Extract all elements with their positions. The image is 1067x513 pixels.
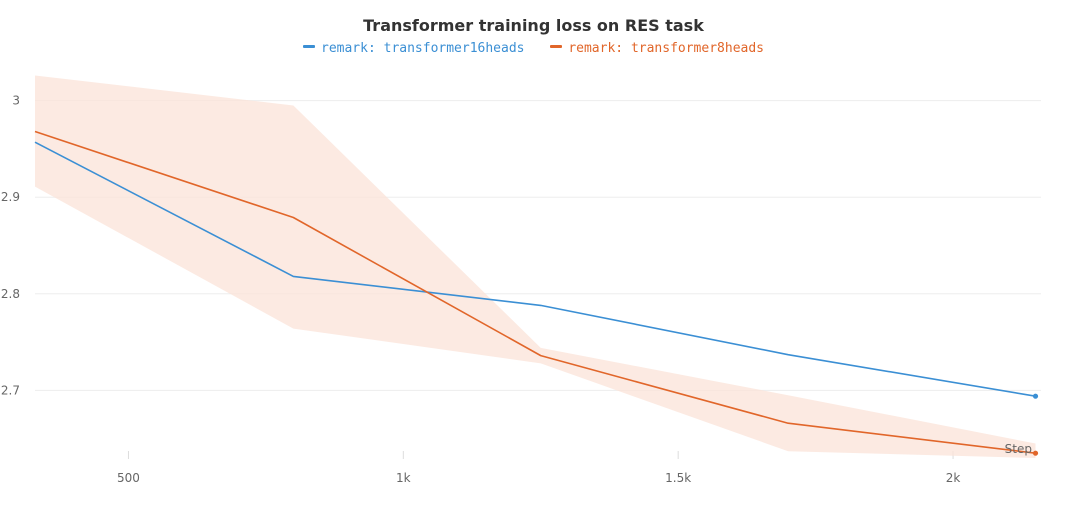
y-tick-label: 2.7: [1, 383, 20, 397]
series-line-transformer16heads: [34, 141, 1036, 397]
legend-item-transformer8heads[interactable]: remark: transformer8heads: [550, 41, 764, 56]
legend: remark: transformer16heads remark: trans…: [0, 41, 1067, 56]
legend-swatch-transformer8heads: [550, 45, 563, 48]
series-line-transformer8heads: [34, 130, 1036, 454]
x-tick-label: 500: [117, 471, 140, 485]
x-tick-label: 2k: [946, 471, 961, 485]
x-tick-label: 1.5k: [665, 471, 691, 485]
legend-item-transformer16heads[interactable]: remark: transformer16heads: [303, 41, 525, 56]
series-end-point-transformer16heads: [1032, 393, 1039, 399]
y-tick-label: 2.9: [1, 190, 20, 204]
chart-title: Transformer training loss on RES task: [363, 16, 704, 35]
legend-label-transformer8heads: remark: transformer8heads: [568, 41, 764, 56]
y-tick-label: 3: [12, 94, 20, 108]
x-axis-label: Step: [1005, 442, 1032, 456]
x-tick-label: 1k: [396, 471, 411, 485]
legend-swatch-transformer16heads: [303, 45, 315, 48]
legend-label-transformer16heads: remark: transformer16heads: [321, 41, 525, 56]
band-transformer8heads: [35, 75, 1036, 459]
series-end-point-transformer8heads: [1032, 450, 1039, 456]
y-tick-label: 2.8: [1, 287, 20, 301]
